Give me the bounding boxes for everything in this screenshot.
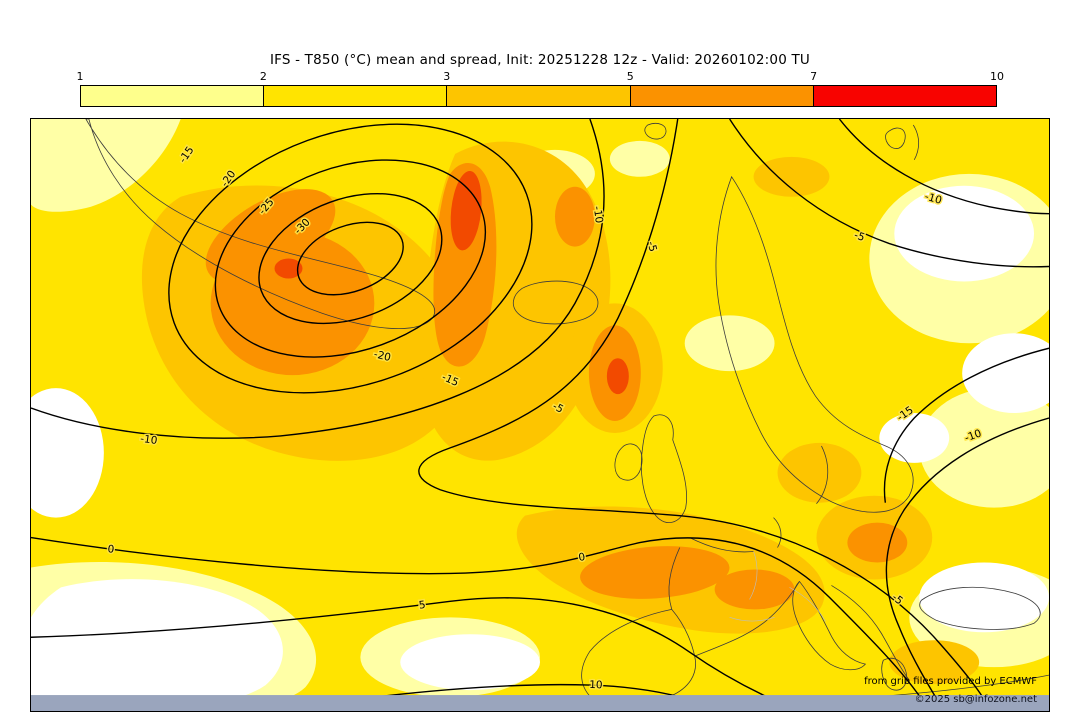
contour-label: -5: [852, 229, 866, 244]
colorbar-segment: [264, 86, 448, 106]
coast-svalbard: [644, 123, 667, 140]
coast-north-sea: [689, 537, 754, 553]
coast-britain: [640, 414, 687, 523]
chart-title: IFS - T850 (°C) mean and spread, Init: 2…: [269, 52, 811, 68]
country-border-layer: [729, 551, 826, 622]
contour-label: 0: [578, 551, 587, 564]
coast-scandinavia: [715, 175, 914, 513]
map-panel: -30 -25 -20 -15 -20 -15 -10 -10 -5 -5 -5 -10 -15 -10-…: [30, 118, 1050, 712]
bottom-sea-band: [31, 695, 1049, 711]
contour-label: -10: [139, 433, 158, 447]
colorbar: [80, 85, 997, 107]
credit-ecmwf: from grib files provided by ECMWF: [864, 676, 1037, 687]
colorbar-tick-label: 5: [626, 70, 634, 83]
coast-italy: [792, 580, 867, 671]
colorbar-segment: [81, 86, 265, 106]
contour-label: 0: [107, 543, 115, 556]
colorbar-tick-label: 2: [259, 70, 267, 83]
colorbar-segment: [813, 86, 997, 106]
contour-label: 5: [418, 599, 426, 612]
contour-label: 10: [589, 679, 603, 691]
colorbar-segment: [630, 86, 814, 106]
colorbar-ticks: 1 2 3 5 7 10: [76, 70, 1005, 85]
colorbar-tick-label: 10: [990, 70, 1004, 83]
coast-denmark: [773, 517, 782, 548]
colorbar-tick-label: 3: [443, 70, 451, 83]
contour-label: -10: [923, 191, 943, 207]
map-svg: -30-25-20-15-20-15-10-10-5-5-5-10-15-10-…: [31, 119, 1049, 711]
coast-black-sea: [919, 586, 1041, 630]
credit-copyright: ©2025 sb@infozone.net: [914, 694, 1037, 705]
contour-label: -10: [591, 205, 605, 224]
spread-shading-layer: [31, 119, 1049, 711]
coast-france: [668, 547, 681, 610]
coast-novaya-zemlya-b: [912, 124, 920, 161]
coast-iceland: [513, 280, 599, 325]
coast-mediterranean: [694, 581, 800, 657]
colorbar-legend: 1 2 3 5 7 10: [76, 70, 1005, 107]
contour-label: -20: [373, 348, 393, 364]
coast-novaya-zemlya-a: [885, 127, 906, 149]
colorbar-tick-label: 7: [810, 70, 818, 83]
colorbar-segment: [447, 86, 631, 106]
coast-greece: [881, 657, 908, 691]
coast-balkans: [831, 585, 910, 681]
coast-ireland: [614, 443, 643, 481]
colorbar-tick-label: 1: [76, 70, 84, 83]
coast-baltic: [816, 445, 829, 504]
contour-label: -5: [645, 240, 659, 253]
